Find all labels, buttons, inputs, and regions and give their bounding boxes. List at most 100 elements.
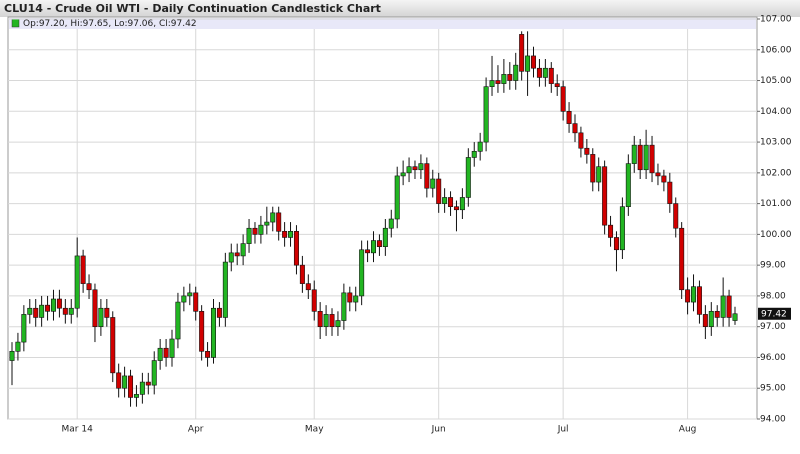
candle-body bbox=[80, 255, 86, 284]
candle-body bbox=[465, 157, 471, 198]
candle-body bbox=[246, 227, 252, 244]
candle-body bbox=[608, 224, 614, 238]
candle-body bbox=[98, 307, 104, 327]
y-tick-label: 98.00 bbox=[760, 291, 786, 301]
candle-body bbox=[299, 264, 305, 284]
candle-body bbox=[584, 147, 590, 155]
candle-body bbox=[412, 166, 418, 171]
candle-body bbox=[453, 206, 459, 211]
y-tick-label: 95.00 bbox=[760, 384, 786, 394]
candle-body bbox=[531, 55, 537, 69]
candle-body bbox=[311, 289, 317, 312]
candle-body bbox=[400, 172, 406, 177]
candle-body bbox=[50, 298, 56, 312]
candle-body bbox=[477, 141, 483, 152]
labels: 94.00 95.00 96.00 97.00 98.00 99.00 100.00 101.… bbox=[62, 15, 792, 435]
candle-body bbox=[602, 166, 608, 226]
last-price-box bbox=[758, 307, 791, 320]
candle-body bbox=[376, 240, 382, 247]
candle-body bbox=[578, 132, 584, 149]
candle-body bbox=[27, 307, 33, 315]
candle-body bbox=[133, 394, 139, 398]
candle-body bbox=[45, 304, 51, 312]
candle-body bbox=[442, 197, 448, 204]
candle-body bbox=[62, 307, 68, 315]
candle-body bbox=[15, 341, 21, 352]
candles bbox=[9, 31, 738, 407]
y-tick-label: 104.00 bbox=[760, 107, 792, 117]
y-tick-label: 99.00 bbox=[760, 261, 786, 271]
candle-body bbox=[222, 261, 228, 318]
candle-body bbox=[667, 181, 673, 204]
candle-body bbox=[39, 304, 45, 318]
candle-body bbox=[691, 286, 697, 303]
plot-area bbox=[7, 16, 758, 420]
candle-body bbox=[205, 351, 211, 358]
candle-body bbox=[276, 212, 282, 232]
candle-body bbox=[732, 313, 738, 321]
y-tick-label: 106.00 bbox=[760, 45, 792, 55]
candle-body bbox=[329, 314, 335, 327]
legend-swatch bbox=[11, 18, 20, 28]
legend-text: Op:97.20, Hi:97.65, Lo:97.06, Cl:97.42 bbox=[23, 19, 197, 29]
candle-body bbox=[258, 224, 264, 235]
y-tick-label: 103.00 bbox=[760, 138, 792, 148]
candle-body bbox=[448, 197, 454, 207]
last-price-label: 97.42 bbox=[761, 309, 787, 319]
candle-body bbox=[459, 197, 465, 211]
y-tick-label: 102.00 bbox=[760, 168, 792, 178]
candle-body bbox=[199, 311, 205, 352]
candle-body bbox=[489, 80, 495, 87]
candle-body bbox=[335, 320, 341, 327]
candle-body bbox=[33, 307, 39, 318]
candle-body bbox=[596, 166, 602, 183]
candle-body bbox=[175, 301, 181, 340]
y-tick-label: 94.00 bbox=[760, 415, 786, 425]
candle-body bbox=[347, 292, 353, 303]
candle-body bbox=[234, 252, 240, 257]
candle-body bbox=[74, 255, 80, 309]
candle-body bbox=[525, 55, 531, 72]
candle-body bbox=[353, 295, 359, 303]
candle-body bbox=[305, 283, 311, 291]
candle-body bbox=[702, 314, 708, 327]
candle-body bbox=[193, 292, 199, 312]
candle-body bbox=[613, 237, 619, 251]
candle-body bbox=[495, 80, 501, 84]
candle-body bbox=[21, 314, 27, 343]
candle-body bbox=[9, 351, 15, 361]
candle-body bbox=[252, 227, 258, 235]
candle-body bbox=[513, 64, 519, 81]
candle-body bbox=[643, 144, 649, 171]
candle-body bbox=[210, 307, 216, 358]
candle-body bbox=[673, 203, 679, 229]
candle-body bbox=[187, 292, 193, 297]
candle-body bbox=[679, 227, 685, 291]
candle-body bbox=[566, 111, 572, 124]
candle-body bbox=[625, 163, 631, 207]
candle-body bbox=[163, 347, 169, 358]
candle-body bbox=[424, 163, 430, 189]
candle-body bbox=[536, 67, 542, 78]
y-tick-label: 100.00 bbox=[760, 230, 792, 240]
candle-body bbox=[92, 289, 98, 327]
candle-body bbox=[169, 338, 175, 358]
candle-body bbox=[157, 347, 163, 361]
candle-body bbox=[507, 74, 513, 81]
candle-body bbox=[430, 178, 436, 189]
candle-body bbox=[128, 375, 134, 398]
candle-body bbox=[317, 311, 323, 327]
candle-body bbox=[68, 307, 74, 315]
candle-body bbox=[655, 172, 661, 177]
legend-band bbox=[9, 18, 756, 29]
candle-body bbox=[282, 231, 288, 238]
candle-body bbox=[139, 381, 145, 395]
candle-body bbox=[708, 311, 714, 327]
candle-body bbox=[110, 317, 116, 374]
candle-body bbox=[649, 144, 655, 174]
y-tick-label: 105.00 bbox=[760, 76, 792, 86]
candle-body bbox=[145, 381, 151, 386]
candle-body bbox=[726, 295, 732, 318]
